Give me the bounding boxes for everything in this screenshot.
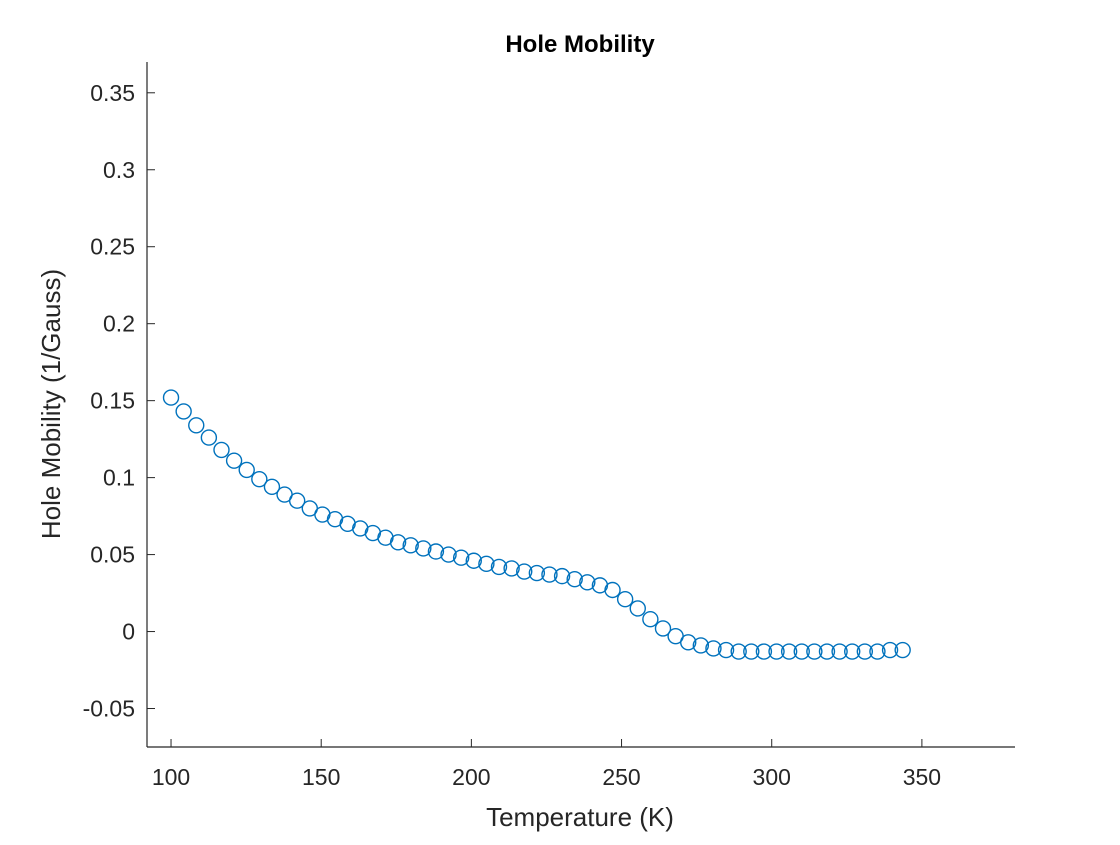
data-point bbox=[415, 540, 432, 557]
data-point bbox=[225, 452, 243, 469]
y-tick-label: -0.05 bbox=[83, 696, 135, 722]
data-point bbox=[503, 560, 520, 577]
data-point bbox=[566, 571, 583, 588]
data-point bbox=[831, 643, 848, 660]
y-tick-label: 0.35 bbox=[90, 80, 135, 106]
data-point bbox=[894, 641, 911, 659]
data-point bbox=[881, 641, 899, 659]
x-tick-label: 250 bbox=[602, 764, 640, 790]
data-point bbox=[604, 581, 621, 599]
data-point bbox=[541, 566, 558, 583]
data-point bbox=[251, 470, 268, 488]
data-point bbox=[793, 643, 810, 660]
data-point bbox=[692, 637, 710, 654]
data-point bbox=[238, 461, 255, 479]
data-point bbox=[705, 640, 722, 657]
y-tick-label: 0.1 bbox=[103, 465, 135, 491]
data-point bbox=[490, 558, 508, 576]
data-point bbox=[288, 492, 306, 509]
data-point bbox=[780, 643, 798, 660]
data-point bbox=[768, 643, 785, 660]
data-point bbox=[553, 567, 571, 585]
chart-title: Hole Mobility bbox=[505, 31, 655, 58]
data-point bbox=[844, 643, 861, 660]
data-point bbox=[516, 563, 533, 580]
y-tick-label: 0.05 bbox=[90, 542, 135, 568]
data-point bbox=[213, 441, 230, 459]
data-point bbox=[743, 643, 760, 660]
data-point bbox=[629, 600, 646, 617]
data-point bbox=[389, 534, 407, 551]
tick-labels: 100 150 200 250 300 350 -0.05 0 0.05 0.1 0.15 0.2 0.… bbox=[83, 80, 942, 790]
data-point bbox=[717, 641, 735, 659]
data-point bbox=[188, 417, 205, 434]
data-point bbox=[818, 643, 836, 660]
x-tick-label: 300 bbox=[753, 764, 791, 790]
data-point bbox=[869, 643, 886, 660]
x-axis-label: Temperature (K) bbox=[486, 802, 674, 832]
data-point bbox=[427, 543, 445, 560]
data-point bbox=[263, 478, 281, 496]
data-point bbox=[680, 634, 697, 651]
data-point bbox=[616, 591, 634, 608]
data-points bbox=[162, 389, 911, 660]
x-tick-label: 350 bbox=[903, 764, 941, 790]
data-point bbox=[478, 555, 495, 573]
data-point bbox=[200, 429, 218, 446]
data-point bbox=[465, 552, 482, 569]
data-point bbox=[856, 643, 874, 660]
x-tick-label: 100 bbox=[152, 764, 190, 790]
x-tick-label: 200 bbox=[452, 764, 490, 790]
data-point bbox=[806, 643, 823, 660]
data-point bbox=[162, 389, 180, 406]
data-point bbox=[175, 403, 192, 420]
data-point bbox=[528, 564, 546, 582]
data-point bbox=[440, 546, 457, 563]
data-point bbox=[452, 549, 470, 566]
data-point bbox=[755, 643, 773, 660]
data-point bbox=[402, 537, 419, 554]
y-tick-label: 0 bbox=[122, 619, 135, 645]
data-point bbox=[579, 574, 596, 591]
data-point bbox=[654, 620, 672, 637]
y-axis-label: Hole Mobility (1/Gauss) bbox=[36, 269, 66, 539]
y-tick-label: 0.25 bbox=[90, 234, 135, 260]
y-tick-label: 0.2 bbox=[103, 311, 135, 337]
y-tick-label: 0.3 bbox=[103, 157, 135, 183]
y-tick-label: 0.15 bbox=[90, 388, 135, 414]
data-point bbox=[730, 643, 747, 660]
axes bbox=[146, 62, 1015, 748]
data-point bbox=[642, 611, 659, 628]
x-tick-label: 150 bbox=[302, 764, 340, 790]
